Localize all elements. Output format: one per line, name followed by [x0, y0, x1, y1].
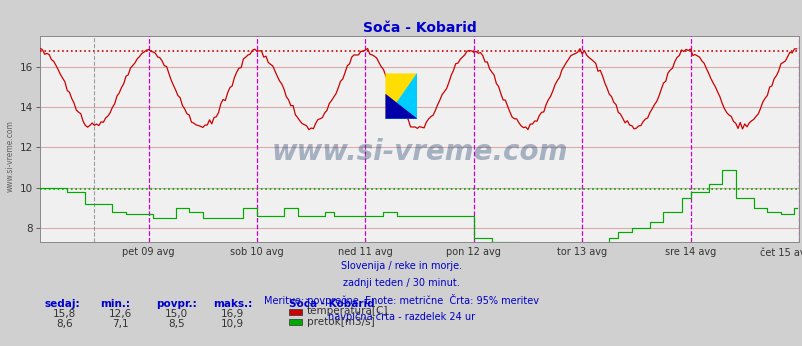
Text: 15,8: 15,8: [53, 309, 75, 319]
Text: 12,6: 12,6: [109, 309, 132, 319]
Text: pet 09 avg: pet 09 avg: [122, 247, 175, 257]
Text: pretok[m3/s]: pretok[m3/s]: [306, 317, 374, 327]
Text: ned 11 avg: ned 11 avg: [338, 247, 392, 257]
Text: maks.:: maks.:: [213, 299, 252, 309]
Text: temperatura[C]: temperatura[C]: [306, 307, 387, 316]
Text: sedaj:: sedaj:: [44, 299, 79, 309]
Text: navpična črta - razdelek 24 ur: navpična črta - razdelek 24 ur: [327, 311, 475, 321]
Text: pon 12 avg: pon 12 avg: [446, 247, 500, 257]
Text: sre 14 avg: sre 14 avg: [664, 247, 715, 257]
Text: zadnji teden / 30 minut.: zadnji teden / 30 minut.: [342, 278, 460, 288]
Text: Meritve: povprečne  Enote: metrične  Črta: 95% meritev: Meritve: povprečne Enote: metrične Črta:…: [264, 294, 538, 307]
Text: 16,9: 16,9: [221, 309, 244, 319]
Text: www.si-vreme.com: www.si-vreme.com: [6, 120, 15, 192]
Text: 8,6: 8,6: [56, 319, 72, 329]
Text: 10,9: 10,9: [221, 319, 244, 329]
Text: min.:: min.:: [100, 299, 130, 309]
Title: Soča - Kobarid: Soča - Kobarid: [363, 21, 476, 35]
Text: Soča - Kobarid: Soča - Kobarid: [289, 299, 375, 309]
Text: sob 10 avg: sob 10 avg: [230, 247, 283, 257]
Text: povpr.:: povpr.:: [156, 299, 197, 309]
Text: 15,0: 15,0: [165, 309, 188, 319]
Text: tor 13 avg: tor 13 avg: [557, 247, 606, 257]
Text: čet 15 avg: čet 15 avg: [759, 247, 802, 258]
Text: Slovenija / reke in morje.: Slovenija / reke in morje.: [341, 261, 461, 271]
Text: 7,1: 7,1: [112, 319, 128, 329]
Text: 8,5: 8,5: [168, 319, 184, 329]
Polygon shape: [385, 73, 417, 119]
Text: www.si-vreme.com: www.si-vreme.com: [271, 138, 567, 166]
Polygon shape: [385, 73, 417, 119]
Polygon shape: [385, 94, 417, 119]
